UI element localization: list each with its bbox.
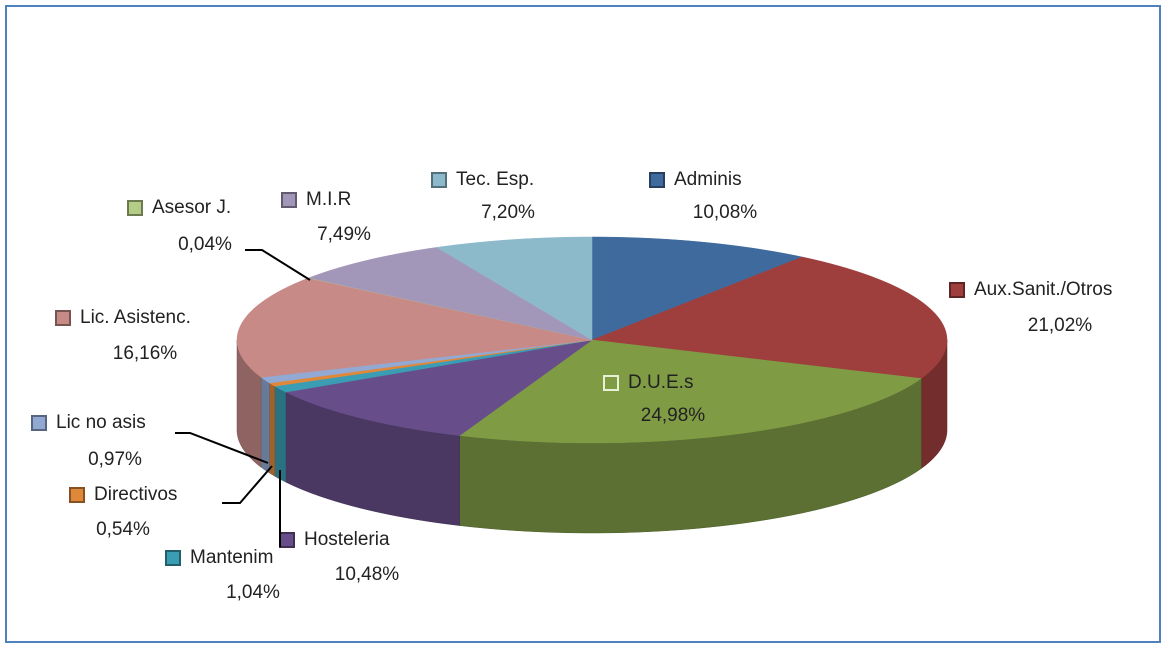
legend-marker	[127, 200, 143, 216]
legend-marker	[55, 310, 71, 326]
value-label: 16,16%	[113, 343, 178, 364]
legend-marker	[431, 172, 447, 188]
slice-label: Asesor J.	[152, 197, 231, 218]
slice-label: Aux.Sanit./Otros	[974, 279, 1112, 300]
slice-label: Mantenim	[190, 547, 273, 568]
slice-side	[260, 376, 270, 474]
slice	[591, 236, 803, 341]
legend-marker	[165, 550, 181, 566]
slice-label: Lic. Asistenc.	[80, 307, 191, 328]
value-label: 7,49%	[317, 224, 371, 245]
slice-label: Directivos	[94, 484, 177, 505]
slice	[308, 247, 593, 341]
slice	[236, 277, 593, 378]
value-label: 21,02%	[1028, 315, 1093, 336]
slice-side	[274, 385, 287, 483]
slice-side	[269, 382, 275, 477]
legend-marker	[603, 375, 619, 391]
value-label: 0,97%	[88, 449, 142, 470]
leader-line	[222, 465, 273, 504]
leader-line	[175, 432, 269, 464]
legend-marker	[31, 415, 47, 431]
value-label: 24,98%	[641, 405, 706, 426]
slice	[458, 339, 922, 444]
slice-label: Hosteleria	[304, 529, 390, 550]
legend-marker	[949, 282, 965, 298]
legend-marker	[69, 487, 85, 503]
value-label: 10,48%	[335, 564, 400, 585]
slice	[591, 256, 948, 379]
value-label: 7,20%	[481, 202, 535, 223]
slice	[284, 339, 593, 436]
slice	[436, 236, 593, 341]
legend-marker	[279, 532, 295, 548]
slice-label: D.U.E.s	[628, 372, 693, 393]
value-label: 0,54%	[96, 519, 150, 540]
slice-label: Adminis	[674, 169, 742, 190]
value-label: 0,04%	[178, 234, 232, 255]
slice-label: M.I.R	[306, 189, 351, 210]
legend-marker	[649, 172, 665, 188]
slice-label: Tec. Esp.	[456, 169, 534, 190]
leader-line	[245, 249, 311, 281]
legend-marker	[281, 192, 297, 208]
value-label: 1,04%	[226, 582, 280, 603]
slice-label: Lic no asis	[56, 412, 146, 433]
value-label: 10,08%	[693, 202, 758, 223]
